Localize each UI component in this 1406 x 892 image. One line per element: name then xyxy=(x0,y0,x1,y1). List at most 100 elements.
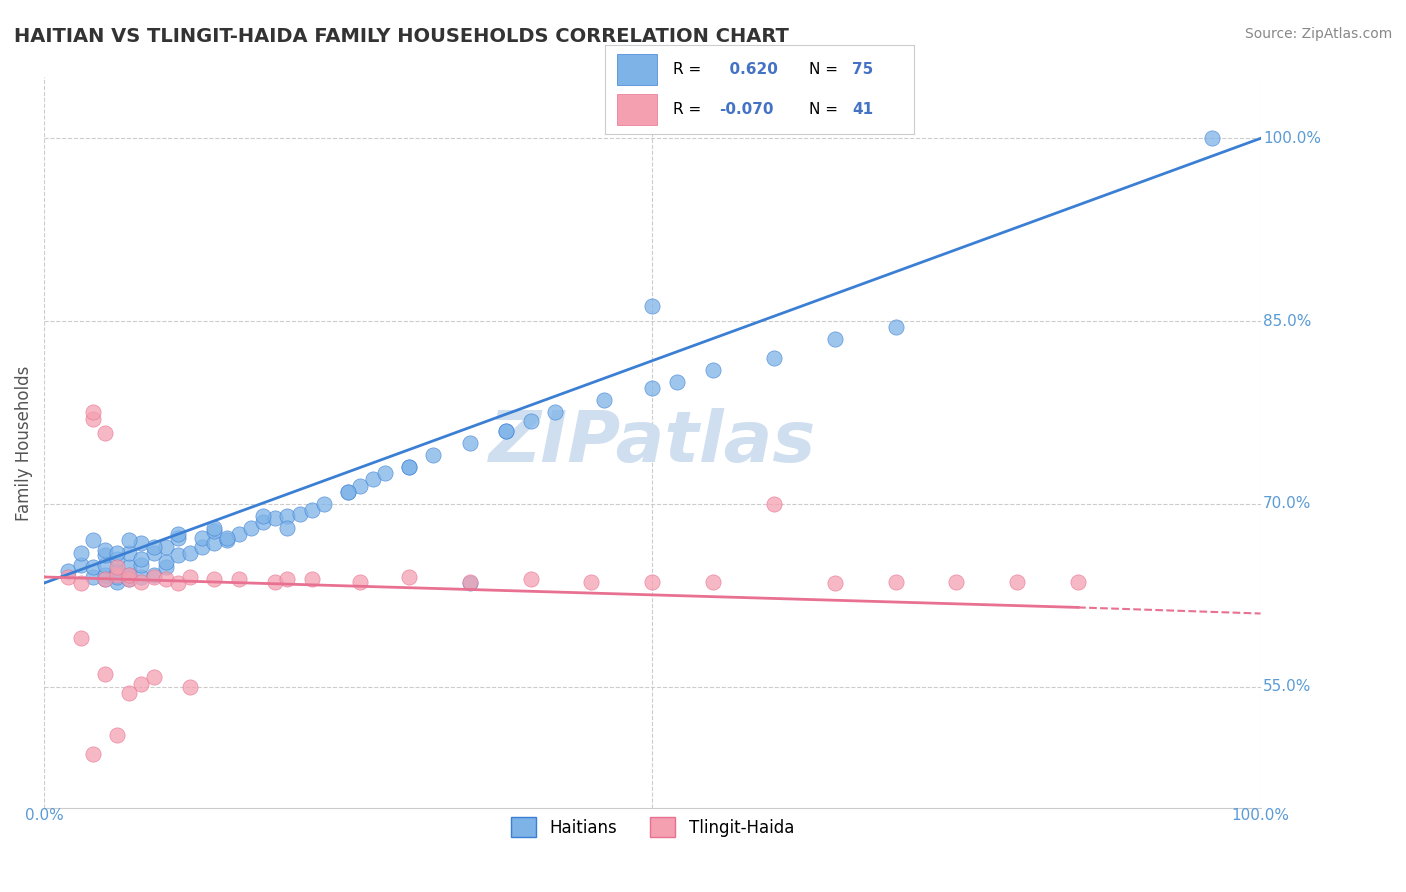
Point xyxy=(118,686,141,700)
FancyBboxPatch shape xyxy=(617,54,657,85)
Point xyxy=(58,570,80,584)
Point xyxy=(312,497,335,511)
Point xyxy=(202,573,225,587)
Point xyxy=(374,467,396,481)
Text: R =: R = xyxy=(672,103,700,117)
Point xyxy=(398,460,420,475)
Point xyxy=(349,478,371,492)
Point xyxy=(105,567,128,582)
Point xyxy=(398,570,420,584)
Point xyxy=(824,576,846,591)
Text: 0.0%: 0.0% xyxy=(25,808,63,823)
Point xyxy=(94,567,117,582)
Point xyxy=(252,509,274,524)
Point xyxy=(131,536,153,550)
Point xyxy=(301,503,323,517)
Point xyxy=(142,545,165,559)
Point xyxy=(69,631,91,645)
Point xyxy=(82,570,104,584)
Point xyxy=(94,573,117,587)
Point xyxy=(276,521,298,535)
Text: Source: ZipAtlas.com: Source: ZipAtlas.com xyxy=(1244,27,1392,41)
Point xyxy=(884,320,907,334)
Point xyxy=(228,573,250,587)
Point xyxy=(228,527,250,541)
Point xyxy=(167,548,190,562)
Point xyxy=(142,540,165,554)
Text: ZIPatlas: ZIPatlas xyxy=(489,409,815,477)
Point xyxy=(398,460,420,475)
Point xyxy=(94,667,117,681)
Point xyxy=(167,527,190,541)
Point xyxy=(252,515,274,529)
Point xyxy=(361,473,384,487)
Point xyxy=(118,560,141,574)
Point xyxy=(131,570,153,584)
Point xyxy=(215,533,238,548)
Point xyxy=(179,570,201,584)
Text: 85.0%: 85.0% xyxy=(1263,314,1312,328)
Point xyxy=(155,573,177,587)
Point xyxy=(82,747,104,761)
Point xyxy=(239,521,262,535)
Text: 75: 75 xyxy=(852,62,873,77)
Point xyxy=(519,414,541,428)
Point xyxy=(641,381,664,395)
Text: HAITIAN VS TLINGIT-HAIDA FAMILY HOUSEHOLDS CORRELATION CHART: HAITIAN VS TLINGIT-HAIDA FAMILY HOUSEHOL… xyxy=(14,27,789,45)
Point xyxy=(641,300,664,314)
Point xyxy=(105,545,128,559)
Point xyxy=(276,573,298,587)
FancyBboxPatch shape xyxy=(617,94,657,125)
Point xyxy=(1201,131,1223,145)
Point xyxy=(288,507,311,521)
Point xyxy=(94,573,117,587)
Point xyxy=(131,574,153,589)
Text: -0.070: -0.070 xyxy=(718,103,773,117)
Point xyxy=(422,448,444,462)
Point xyxy=(762,351,785,365)
Point xyxy=(276,509,298,524)
Point xyxy=(105,560,128,574)
Point xyxy=(458,574,481,589)
Point xyxy=(191,531,214,545)
Point xyxy=(824,332,846,346)
Point xyxy=(58,564,80,578)
Point xyxy=(337,484,360,499)
Point xyxy=(82,405,104,419)
Point xyxy=(105,728,128,742)
Y-axis label: Family Households: Family Households xyxy=(15,365,32,521)
Text: R =: R = xyxy=(672,62,700,77)
Point xyxy=(202,524,225,538)
Point xyxy=(94,548,117,562)
Point xyxy=(82,533,104,548)
Text: 70.0%: 70.0% xyxy=(1263,496,1312,511)
Point xyxy=(665,375,688,389)
Point xyxy=(118,567,141,582)
Point xyxy=(202,536,225,550)
Point xyxy=(337,484,360,499)
Point xyxy=(349,574,371,589)
Point xyxy=(458,576,481,591)
Point xyxy=(264,574,287,589)
Point xyxy=(1067,574,1090,589)
Point xyxy=(94,558,117,572)
Point xyxy=(142,567,165,582)
Point xyxy=(94,543,117,558)
Point xyxy=(264,511,287,525)
Point xyxy=(592,393,614,408)
Point xyxy=(202,521,225,535)
Point xyxy=(179,680,201,694)
Point xyxy=(155,560,177,574)
Point xyxy=(94,426,117,441)
Point xyxy=(544,405,567,419)
Legend: Haitians, Tlingit-Haida: Haitians, Tlingit-Haida xyxy=(505,810,800,844)
Point xyxy=(519,573,541,587)
Point xyxy=(105,564,128,578)
Point xyxy=(458,436,481,450)
Point xyxy=(118,573,141,587)
Point xyxy=(105,570,128,584)
Point xyxy=(301,573,323,587)
Point xyxy=(155,540,177,554)
Text: 55.0%: 55.0% xyxy=(1263,679,1312,694)
Point xyxy=(131,551,153,566)
